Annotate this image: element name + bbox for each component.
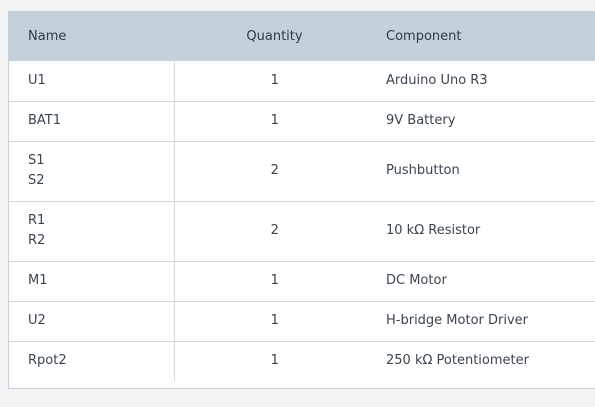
cell-name: U1 (9, 61, 175, 101)
cell-quantity: 1 (270, 353, 279, 369)
designator: R1 (28, 213, 46, 228)
table-row[interactable]: BAT1 1 9V Battery (9, 101, 595, 141)
cell-component: Arduino Uno R3 (386, 72, 488, 88)
designator: S1 (28, 153, 45, 168)
cell-component: H-bridge Motor Driver (386, 313, 529, 328)
cell-name: Rpot2 (9, 341, 175, 381)
cell-name: BAT1 (9, 101, 175, 141)
designator: M1 (28, 273, 48, 288)
component-list-table: Name Quantity Component U1 1 Arduino Uno… (9, 11, 595, 381)
cell-quantity: 1 (270, 113, 279, 128)
designator: R2 (28, 233, 46, 248)
header-row: Name Quantity Component (9, 11, 595, 61)
cell-component: Pushbutton (386, 163, 460, 178)
table-row[interactable]: S1 S2 2 Pushbutton (9, 141, 595, 201)
cell-component: 10 kΩ Resistor (386, 223, 481, 238)
cell-name: U2 (9, 301, 175, 341)
column-header-name[interactable]: Name (28, 28, 67, 44)
cell-name: R1 R2 (9, 201, 175, 261)
designator: S2 (28, 173, 45, 188)
cell-component: DC Motor (386, 273, 447, 288)
designator: U2 (28, 313, 46, 328)
cell-quantity: 1 (270, 273, 279, 288)
table-row[interactable]: Rpot2 1 250 kΩ Potentiometer (9, 341, 595, 381)
cell-component: 9V Battery (386, 113, 456, 128)
cell-name: M1 (9, 261, 175, 301)
table-row[interactable]: U1 1 Arduino Uno R3 (9, 61, 595, 101)
cell-quantity: 1 (270, 313, 279, 328)
table-body: U1 1 Arduino Uno R3 BAT1 1 9V Battery S1… (9, 61, 595, 381)
column-header-quantity[interactable]: Quantity (246, 28, 303, 44)
designator: BAT1 (28, 113, 62, 128)
table-row[interactable]: R1 R2 2 10 kΩ Resistor (9, 201, 595, 261)
designator: U1 (28, 72, 46, 88)
cell-quantity: 2 (270, 163, 279, 178)
cell-component: 250 kΩ Potentiometer (386, 353, 529, 369)
cell-quantity: 2 (270, 223, 279, 238)
cell-name: S1 S2 (9, 141, 175, 201)
table-row[interactable]: U2 1 H-bridge Motor Driver (9, 301, 595, 341)
table-header: Name Quantity Component (9, 11, 595, 61)
component-list-panel: Name Quantity Component U1 1 Arduino Uno… (8, 11, 595, 389)
table-row[interactable]: M1 1 DC Motor (9, 261, 595, 301)
column-header-component[interactable]: Component (386, 28, 462, 44)
designator: Rpot2 (28, 353, 67, 369)
cell-quantity: 1 (270, 72, 279, 88)
